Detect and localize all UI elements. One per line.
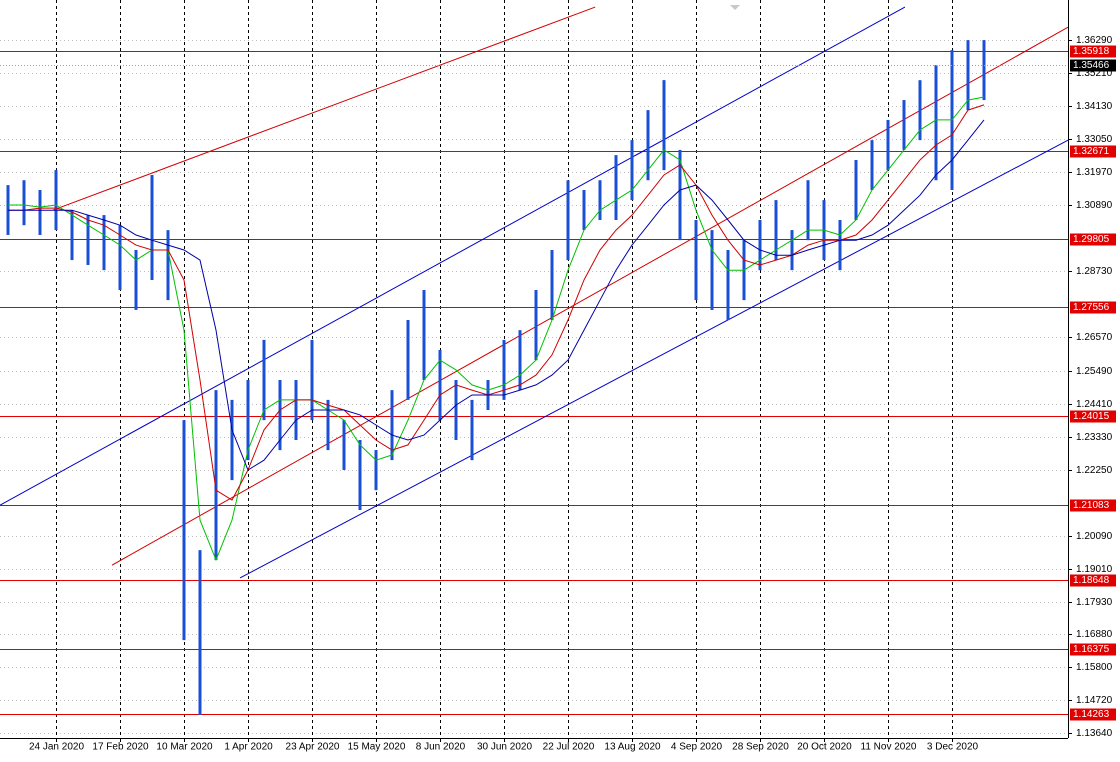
y-tick-label: 1.33050 bbox=[1076, 134, 1113, 145]
y-tick-label: 1.31970 bbox=[1076, 167, 1113, 178]
level-label: 1.35918 bbox=[1073, 46, 1110, 57]
level-label-box bbox=[1070, 708, 1116, 721]
level-label-box bbox=[1070, 499, 1116, 512]
x-tick-label: 1 Apr 2020 bbox=[224, 742, 273, 753]
y-tick-label: 1.15800 bbox=[1076, 662, 1113, 673]
grid bbox=[0, 0, 1068, 738]
level-label-box bbox=[1070, 410, 1116, 423]
current-price-box bbox=[1070, 59, 1116, 72]
level-label-box bbox=[1070, 301, 1116, 314]
y-tick-label: 1.16880 bbox=[1076, 629, 1113, 640]
y-tick-label: 1.24410 bbox=[1076, 399, 1113, 410]
level-label: 1.16375 bbox=[1073, 644, 1110, 655]
x-tick-label: 17 Feb 2020 bbox=[92, 742, 149, 753]
trend-line bbox=[239, 139, 1068, 579]
moving-average bbox=[8, 96, 985, 562]
x-tick-label: 10 Mar 2020 bbox=[156, 742, 213, 753]
level-label: 1.18648 bbox=[1073, 575, 1110, 586]
y-tick-label: 1.25490 bbox=[1076, 366, 1113, 377]
y-tick-label: 1.20090 bbox=[1076, 531, 1113, 542]
x-tick-label: 20 Oct 2020 bbox=[797, 742, 852, 753]
level-label-box bbox=[1070, 233, 1116, 246]
trend-line bbox=[111, 26, 1068, 566]
x-tick-label: 3 Dec 2020 bbox=[927, 742, 979, 753]
level-label: 1.21083 bbox=[1073, 500, 1110, 511]
current-price-label: 1.35466 bbox=[1073, 60, 1110, 71]
x-tick-label: 11 Nov 2020 bbox=[861, 742, 917, 753]
y-tick-label: 1.30890 bbox=[1076, 200, 1113, 211]
x-tick-label: 30 Jun 2020 bbox=[477, 742, 532, 753]
y-tick-label: 1.17930 bbox=[1076, 597, 1113, 608]
y-tick-label: 1.22250 bbox=[1076, 465, 1113, 476]
y-tick-label: 1.35210 bbox=[1076, 68, 1113, 79]
x-tick-label: 24 Jan 2020 bbox=[29, 742, 84, 753]
axis-labels: 1.36290 1.35210 1.34130 1.33050 1.31970 1.308… bbox=[29, 35, 1116, 753]
level-label: 1.27556 bbox=[1073, 302, 1110, 313]
plot-area bbox=[0, 6, 1068, 716]
x-tick-label: 13 Aug 2020 bbox=[604, 742, 661, 753]
level-label: 1.24015 bbox=[1073, 411, 1110, 422]
y-tick-label: 1.19010 bbox=[1076, 564, 1113, 575]
y-tick-label: 1.26570 bbox=[1076, 332, 1113, 343]
y-tick-label: 1.34130 bbox=[1076, 101, 1113, 112]
level-label: 1.32671 bbox=[1073, 146, 1110, 157]
x-tick-label: 8 Jun 2020 bbox=[416, 742, 466, 753]
level-label-box bbox=[1070, 45, 1116, 58]
trend-line bbox=[52, 6, 596, 211]
x-tick-label: 28 Sep 2020 bbox=[732, 742, 789, 753]
y-tick-label: 1.14720 bbox=[1076, 695, 1113, 706]
y-tick-label: 1.36290 bbox=[1076, 35, 1113, 46]
moving-average bbox=[8, 119, 985, 471]
x-tick-label: 23 Apr 2020 bbox=[286, 742, 340, 753]
y-tick-label: 1.28730 bbox=[1076, 266, 1113, 277]
level-label-box bbox=[1070, 643, 1116, 656]
moving-average bbox=[8, 104, 985, 501]
trend-line bbox=[0, 6, 906, 506]
y-tick-label: 1.23330 bbox=[1076, 432, 1113, 443]
x-tick-label: 15 May 2020 bbox=[348, 742, 406, 753]
shift-marker bbox=[730, 5, 740, 10]
x-tick-label: 22 Jul 2020 bbox=[543, 742, 595, 753]
level-label-box bbox=[1070, 574, 1116, 587]
y-tick-label: 1.13640 bbox=[1076, 728, 1113, 739]
level-label: 1.29805 bbox=[1073, 234, 1110, 245]
level-label-box bbox=[1070, 145, 1116, 158]
x-tick-label: 4 Sep 2020 bbox=[671, 742, 723, 753]
level-label: 1.14263 bbox=[1073, 709, 1110, 720]
